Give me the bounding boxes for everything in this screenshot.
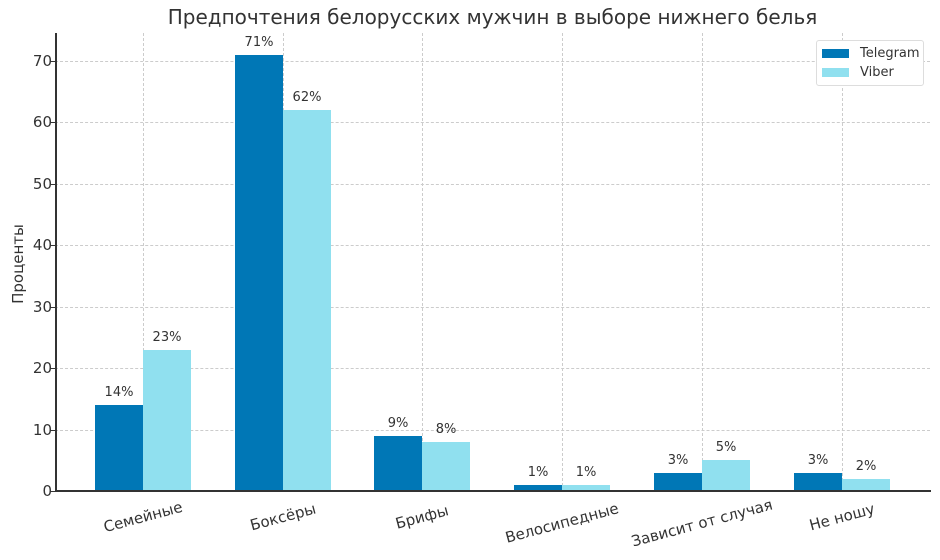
x-tick-label: Боксёры <box>248 499 318 535</box>
bar-telegram <box>235 54 283 491</box>
bar-value-label: 3% <box>807 452 829 468</box>
bar-value-label: 62% <box>292 89 322 105</box>
h-gridline <box>55 368 930 370</box>
y-tick-mark <box>50 122 55 124</box>
v-gridline <box>562 33 563 491</box>
legend-label-viber: Viber <box>860 64 894 80</box>
y-tick-mark <box>50 306 55 308</box>
y-tick-mark <box>50 183 55 185</box>
y-tick-mark <box>50 429 55 431</box>
legend-item-telegram: Telegram <box>822 45 920 61</box>
bar-value-label: 1% <box>527 464 549 480</box>
x-tick-label: Семейные <box>101 497 185 537</box>
bar-viber <box>283 109 331 491</box>
v-gridline <box>702 33 703 491</box>
bar-value-label: 3% <box>667 452 689 468</box>
y-tick-label: 70 <box>32 51 52 70</box>
y-axis-label: Проценты <box>8 224 27 304</box>
h-gridline <box>55 60 930 62</box>
y-tick-mark <box>50 368 55 370</box>
legend-item-viber: Viber <box>822 64 894 80</box>
legend-swatch-telegram <box>822 48 849 58</box>
bar-viber <box>562 484 610 491</box>
x-tick-label: Зависит от случая <box>629 495 775 551</box>
bar-viber <box>422 441 470 491</box>
bar-value-label: 8% <box>435 421 457 437</box>
bar-viber <box>842 478 890 491</box>
v-gridline <box>842 33 843 491</box>
h-gridline <box>55 429 930 431</box>
legend-label-telegram: Telegram <box>860 45 920 61</box>
bar-value-label: 9% <box>387 415 409 431</box>
x-tick-label: Велосипедные <box>503 499 621 547</box>
v-gridline <box>422 33 423 491</box>
y-axis-line <box>55 33 57 492</box>
chart-title: Предпочтения белорусских мужчин в выборе… <box>167 5 818 29</box>
h-gridline <box>55 183 930 185</box>
h-gridline <box>55 122 930 124</box>
h-gridline <box>55 245 930 247</box>
bar-viber <box>143 349 191 491</box>
x-axis-line <box>55 490 931 492</box>
y-tick-label: 30 <box>32 297 52 316</box>
y-tick-mark <box>50 491 55 492</box>
bar-value-label: 1% <box>575 464 597 480</box>
bar-value-label: 5% <box>715 440 737 456</box>
x-tick-label: Не ношу <box>807 499 877 535</box>
y-tick-label: 10 <box>32 420 52 439</box>
legend-swatch-viber <box>822 67 849 77</box>
bar-value-label: 23% <box>152 329 182 345</box>
y-tick-label: 0 <box>42 482 52 500</box>
y-tick-mark <box>50 245 55 247</box>
y-tick-label: 40 <box>32 236 52 255</box>
bar-telegram <box>374 435 422 491</box>
h-gridline <box>55 306 930 308</box>
bar-telegram <box>794 472 842 491</box>
y-tick-label: 60 <box>32 113 52 132</box>
x-tick-label: Брифы <box>393 501 451 533</box>
legend: Telegram Viber <box>816 40 924 86</box>
bar-value-label: 2% <box>855 458 877 474</box>
bar-telegram <box>654 472 702 491</box>
y-tick-label: 20 <box>32 359 52 378</box>
v-gridline <box>143 33 144 491</box>
bar-telegram <box>514 484 562 491</box>
bar-value-label: 14% <box>104 384 134 400</box>
y-tick-label: 50 <box>32 174 52 193</box>
y-tick-mark <box>50 60 55 62</box>
bar-viber <box>702 460 750 491</box>
bar-value-label: 71% <box>244 34 274 50</box>
bar-telegram <box>95 404 143 491</box>
plot-area: 14% 23% 71% 62% 9% 8% 1% 1% 3% 5% 3% 2% <box>55 33 930 491</box>
